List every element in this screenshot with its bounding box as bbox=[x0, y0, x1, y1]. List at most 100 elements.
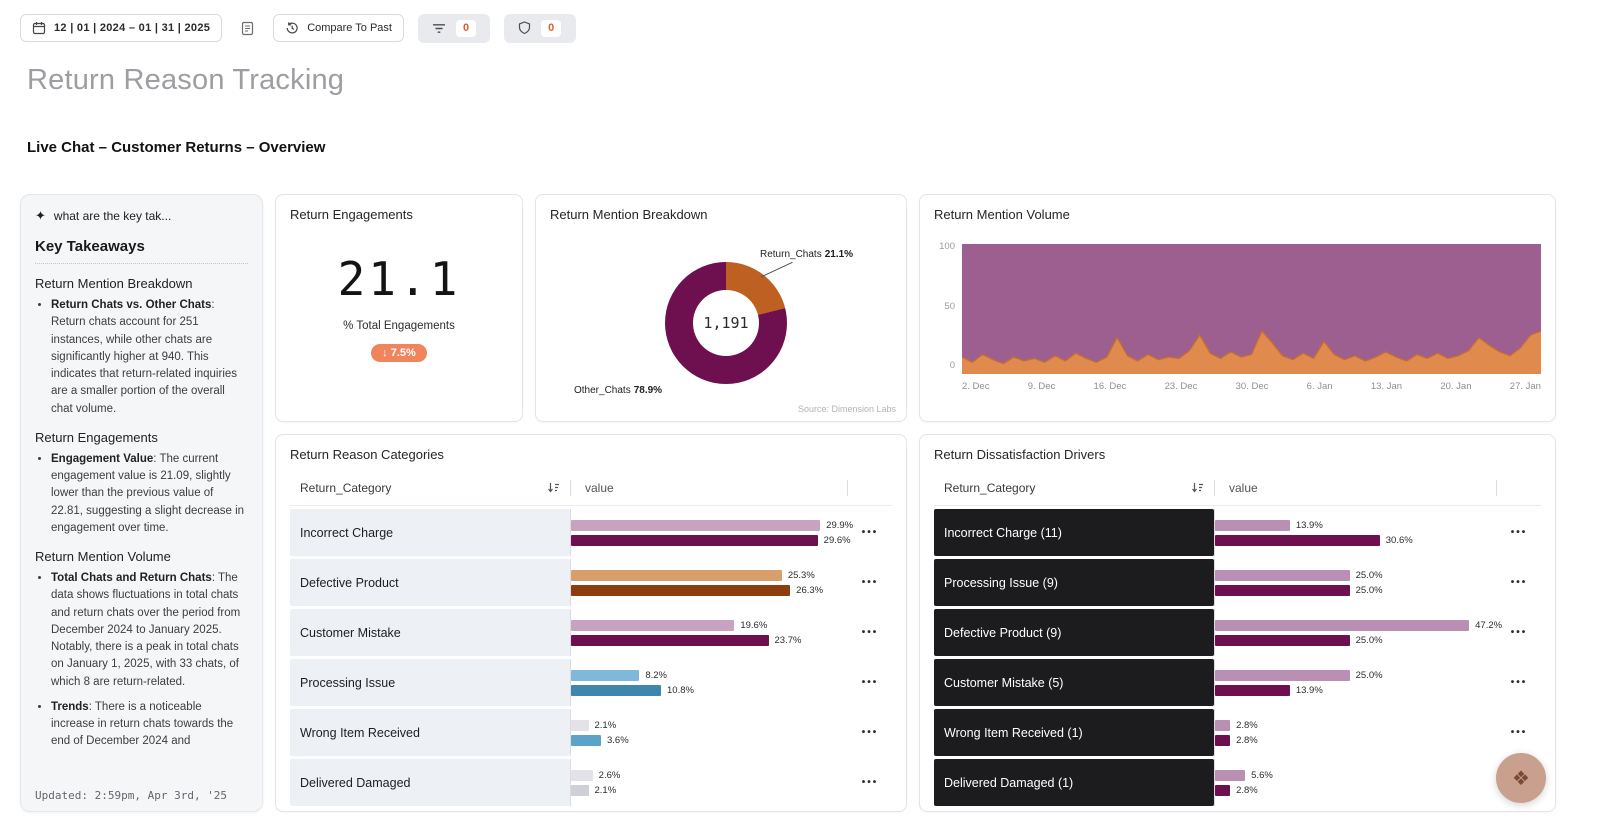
kpi-delta-badge: ↓ 7.5% bbox=[371, 344, 427, 362]
bar-row: 10.8% bbox=[571, 684, 846, 696]
category-cell[interactable]: Customer Mistake (5) bbox=[934, 659, 1214, 706]
bar-row: 2.1% bbox=[571, 719, 846, 731]
category-cell[interactable]: Wrong Item Received bbox=[290, 709, 570, 756]
filter-button[interactable]: 0 bbox=[417, 13, 491, 43]
card-return-engagements: Return Engagements 21.1 % Total Engageme… bbox=[275, 194, 523, 422]
value-bar bbox=[1215, 769, 1246, 781]
value-bar bbox=[571, 684, 661, 696]
x-axis-tick: 16. Dec bbox=[1093, 381, 1127, 392]
card-return-dissatisfaction-drivers: Return Dissatisfaction Drivers Return_Ca… bbox=[919, 434, 1556, 812]
bar-value-label: 13.9% bbox=[1295, 684, 1323, 696]
updated-timestamp: Updated: 2:59pm, Apr 3rd, '25 bbox=[21, 783, 262, 811]
x-axis-tick: 20. Jan bbox=[1440, 381, 1472, 392]
bar-group: 5.6% 2.8% bbox=[1214, 759, 1497, 806]
value-bar bbox=[1215, 519, 1290, 531]
notes-button[interactable] bbox=[236, 17, 259, 40]
date-range-picker[interactable]: 12 | 01 | 2024 – 01 | 31 | 2025 bbox=[20, 14, 223, 42]
row-menu-button[interactable]: ••• bbox=[1510, 527, 1528, 538]
bar-value-label: 29.6% bbox=[823, 534, 851, 546]
row-menu-button[interactable]: ••• bbox=[1510, 627, 1528, 638]
table-header: Return_Category value bbox=[934, 470, 1541, 506]
insights-body: Return Mention Breakdown Return Chats vs.… bbox=[35, 276, 248, 751]
compare-to-past-label: Compare To Past bbox=[307, 22, 392, 34]
bar-value-label: 2.8% bbox=[1236, 719, 1258, 731]
bar-value-label: 10.8% bbox=[667, 684, 694, 696]
area-svg bbox=[962, 244, 1541, 374]
category-cell[interactable]: Defective Product bbox=[290, 559, 570, 606]
sparkle-icon: ✦ bbox=[35, 208, 46, 223]
category-cell[interactable]: Processing Issue bbox=[290, 659, 570, 706]
column-header-value[interactable]: value bbox=[585, 480, 614, 495]
bar-group: 8.2% 10.8% bbox=[570, 659, 848, 706]
value-bar bbox=[1215, 634, 1350, 646]
card-title: Return Dissatisfaction Drivers bbox=[934, 447, 1106, 462]
table-body: Incorrect Charge (11) 13.9% 30.6% ••• Proces… bbox=[934, 509, 1541, 806]
insights-panel: ✦ what are the key tak... Key Takeaways … bbox=[20, 194, 263, 812]
bar-value-label: 25.0% bbox=[1355, 669, 1383, 681]
table-body: Incorrect Charge 29.9% 29.6% ••• Defective P… bbox=[290, 509, 892, 806]
bar-row: 29.6% bbox=[571, 534, 851, 546]
bar-value-label: 47.2% bbox=[1475, 619, 1503, 631]
x-axis-tick: 2. Dec bbox=[962, 381, 990, 392]
category-cell[interactable]: Wrong Item Received (1) bbox=[934, 709, 1214, 756]
column-header-value[interactable]: value bbox=[1229, 480, 1258, 495]
toolbar: 12 | 01 | 2024 – 01 | 31 | 2025 Compare … bbox=[0, 0, 1600, 46]
main-grid: Return Engagements 21.1 % Total Engageme… bbox=[275, 194, 1556, 812]
row-menu-button[interactable]: ••• bbox=[1510, 727, 1528, 738]
slice-label-other-chats: Other_Chats 78.9% bbox=[574, 385, 663, 396]
row-menu-button[interactable]: ••• bbox=[1510, 677, 1528, 688]
category-cell[interactable]: Incorrect Charge (11) bbox=[934, 509, 1214, 556]
row-menu-button[interactable]: ••• bbox=[861, 627, 879, 638]
table-row: Wrong Item Received 2.1% 3.6% ••• bbox=[290, 709, 892, 756]
bar-value-label: 25.0% bbox=[1355, 569, 1383, 581]
alerts-button[interactable]: 0 bbox=[504, 13, 577, 43]
bar-group: 25.0% 25.0% bbox=[1214, 559, 1497, 606]
row-menu-button[interactable]: ••• bbox=[861, 677, 879, 688]
sort-icon[interactable] bbox=[547, 482, 560, 494]
card-title: Return Mention Volume bbox=[934, 207, 1070, 222]
table-row: Delivered Damaged (1)5.6%2.8%••• bbox=[934, 759, 1541, 806]
bar-row: 26.3% bbox=[571, 584, 846, 596]
bar-row: 47.2% bbox=[1215, 619, 1502, 631]
card-return-reason-categories: Return Reason Categories Return_Category… bbox=[275, 434, 907, 812]
row-menu-button[interactable]: ••• bbox=[861, 577, 879, 588]
bar-row: 5.6% bbox=[1215, 769, 1495, 781]
row-menu-button[interactable]: ••• bbox=[861, 727, 879, 738]
category-cell[interactable]: Customer Mistake bbox=[290, 609, 570, 656]
bar-row: 25.0% bbox=[1215, 634, 1495, 646]
value-bar bbox=[1215, 569, 1350, 581]
bar-row: 19.6% bbox=[571, 619, 846, 631]
value-bar bbox=[1215, 619, 1470, 631]
column-header-category[interactable]: Return_Category bbox=[290, 481, 570, 495]
row-menu-button[interactable]: ••• bbox=[1510, 577, 1528, 588]
insight-section-title: Return Mention Breakdown bbox=[35, 276, 193, 291]
category-cell[interactable]: Processing Issue (9) bbox=[934, 559, 1214, 606]
category-cell[interactable]: Incorrect Charge bbox=[290, 509, 570, 556]
assistant-fab-icon: ❖ bbox=[1512, 767, 1530, 790]
compare-to-past-button[interactable]: Compare To Past bbox=[273, 14, 404, 42]
donut-chart[interactable] bbox=[665, 262, 787, 384]
sort-icon[interactable] bbox=[1191, 482, 1204, 494]
column-header-category[interactable]: Return_Category bbox=[934, 481, 1214, 495]
assistant-fab[interactable]: ❖ bbox=[1496, 753, 1546, 803]
category-cell[interactable]: Delivered Damaged bbox=[290, 759, 570, 806]
insights-prompt-row[interactable]: ✦ what are the key tak... bbox=[35, 208, 248, 224]
category-cell[interactable]: Delivered Damaged (1) bbox=[934, 759, 1214, 806]
area-plot[interactable] bbox=[962, 244, 1541, 374]
category-cell[interactable]: Defective Product (9) bbox=[934, 609, 1214, 656]
bar-row: 25.0% bbox=[1215, 669, 1495, 681]
bar-value-label: 2.8% bbox=[1236, 734, 1258, 746]
bar-value-label: 26.3% bbox=[796, 584, 824, 596]
y-axis-tick: 50 bbox=[944, 300, 955, 312]
series-other-chats bbox=[962, 244, 1541, 374]
x-axis-tick: 13. Jan bbox=[1370, 381, 1403, 392]
value-bar bbox=[571, 719, 589, 731]
kpi-unit-label: % Total Engagements bbox=[343, 320, 455, 332]
table-row: Processing Issue (9) 25.0% 25.0% ••• bbox=[934, 559, 1541, 606]
row-menu-button[interactable]: ••• bbox=[861, 777, 879, 788]
row-menu-button[interactable]: ••• bbox=[861, 527, 879, 538]
value-bar bbox=[571, 584, 791, 596]
table-row: Incorrect Charge (11) 13.9% 30.6% ••• bbox=[934, 509, 1541, 556]
value-bar bbox=[571, 784, 589, 796]
value-bar bbox=[571, 669, 640, 681]
